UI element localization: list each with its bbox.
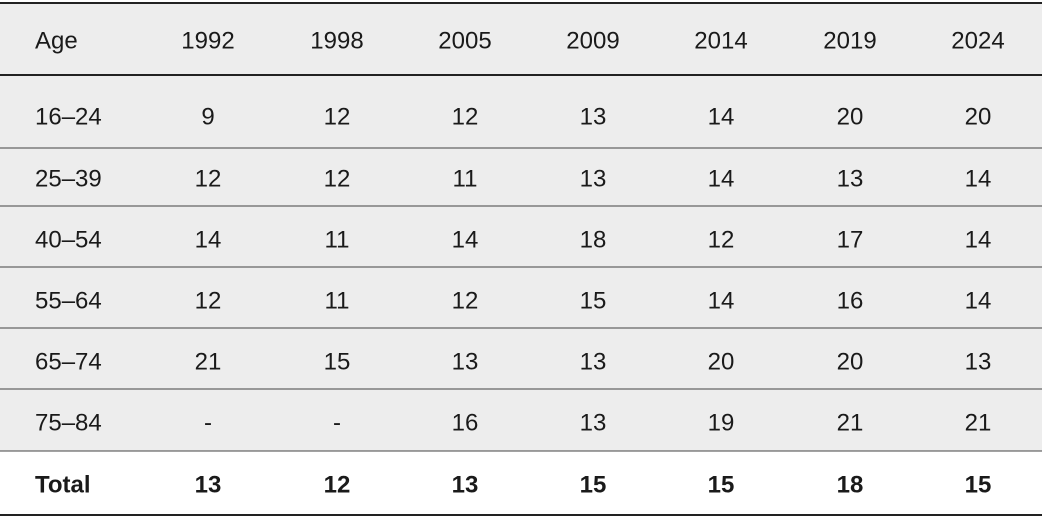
row-label: 16–24	[35, 103, 102, 130]
cell: 15	[965, 471, 992, 498]
cell: 15	[324, 348, 351, 375]
cell: 18	[580, 226, 607, 253]
cell: 12	[452, 103, 479, 130]
cell: 21	[837, 409, 864, 436]
cell: 20	[837, 103, 864, 130]
cell: 11	[325, 226, 350, 253]
header-cell: 2024	[951, 27, 1004, 54]
cell: 17	[837, 226, 864, 253]
cell: 14	[965, 226, 992, 253]
cell: 13	[580, 409, 607, 436]
cell: 14	[708, 103, 735, 130]
cell: 11	[453, 165, 478, 192]
cell: 13	[580, 165, 607, 192]
row-label: 55–64	[35, 287, 102, 314]
cell: 12	[452, 287, 479, 314]
cell: 12	[195, 165, 222, 192]
table-background	[0, 3, 1042, 451]
cell: 13	[195, 471, 222, 498]
row-label: 40–54	[35, 226, 102, 253]
cell: 12	[324, 103, 351, 130]
header-cell: 2009	[566, 27, 619, 54]
row-label: Total	[35, 471, 91, 498]
cell: 16	[452, 409, 479, 436]
cell: 12	[708, 226, 735, 253]
cell: 14	[708, 287, 735, 314]
cell: 12	[324, 471, 351, 498]
cell: 14	[452, 226, 479, 253]
cell: 15	[708, 471, 735, 498]
cell: 14	[965, 165, 992, 192]
cell: 19	[708, 409, 735, 436]
header-cell: 1998	[310, 27, 363, 54]
cell: 12	[324, 165, 351, 192]
cell: 14	[195, 226, 222, 253]
header-cell: 2019	[823, 27, 876, 54]
cell: 20	[965, 103, 992, 130]
cell: 13	[837, 165, 864, 192]
header-cell: 2005	[438, 27, 491, 54]
cell: 13	[580, 348, 607, 375]
cell: 11	[325, 287, 350, 314]
cell: 21	[195, 348, 222, 375]
cell: 9	[201, 103, 214, 130]
cell: -	[204, 409, 212, 436]
cell: 20	[708, 348, 735, 375]
cell: 15	[580, 471, 607, 498]
cell: 13	[965, 348, 992, 375]
header-cell: Age	[35, 27, 78, 54]
row-label: 75–84	[35, 409, 102, 436]
cell: 15	[580, 287, 607, 314]
header-cell: 2014	[694, 27, 747, 54]
row-label: 25–39	[35, 165, 102, 192]
cell: 21	[965, 409, 992, 436]
cell: 13	[452, 471, 479, 498]
cell: 12	[195, 287, 222, 314]
cell: 16	[837, 287, 864, 314]
cell: 13	[452, 348, 479, 375]
cell: 14	[965, 287, 992, 314]
row-label: 65–74	[35, 348, 102, 375]
cell: 18	[837, 471, 864, 498]
cell: -	[333, 409, 341, 436]
cell: 20	[837, 348, 864, 375]
cell: 14	[708, 165, 735, 192]
cell: 13	[580, 103, 607, 130]
header-cell: 1992	[181, 27, 234, 54]
